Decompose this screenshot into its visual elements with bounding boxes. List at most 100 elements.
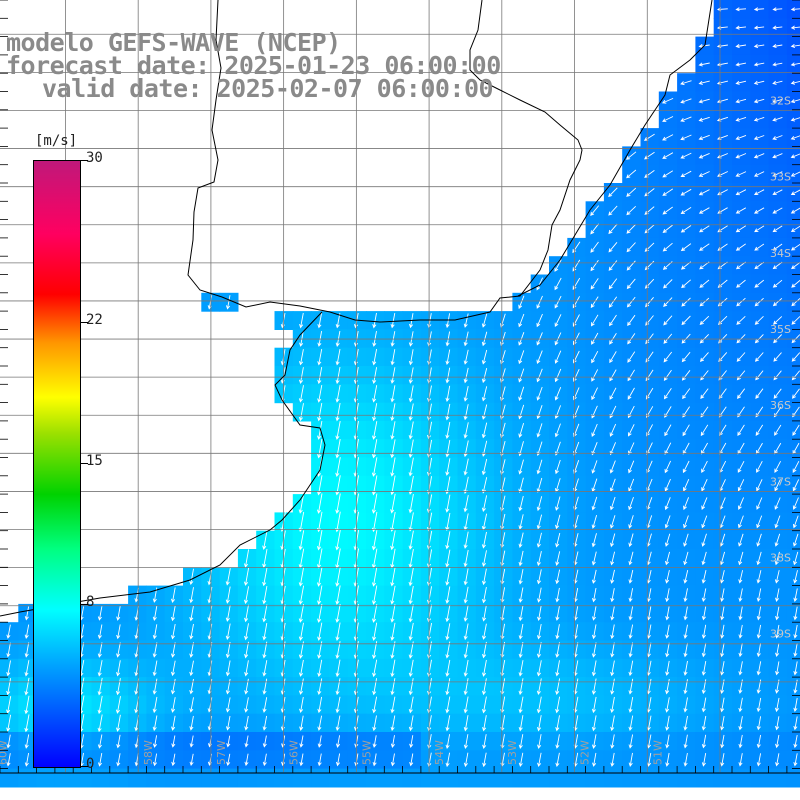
wind-cell [786,292,800,312]
wind-arrow [683,624,688,639]
wind-arrow [152,715,158,732]
wind-arrow [371,421,378,440]
wind-arrow [628,551,634,566]
wind-arrow [317,735,322,748]
wind-arrow [792,479,800,492]
wind-arrow [554,368,562,383]
wind-arrow [445,494,451,513]
wind-arrow [481,587,487,604]
wind-arrow [662,134,674,141]
wind-cell [786,658,800,678]
wind-arrow [736,352,746,362]
wind-arrow [518,295,525,310]
wind-arrow [609,332,617,345]
wind-cell [18,768,38,788]
wind-arrow [518,514,524,530]
wind-arrow [390,403,396,422]
wind-arrow [699,243,710,251]
wind-arrow [665,678,670,695]
wind-arrow [170,605,176,622]
wind-arrow [518,569,524,585]
wind-arrow [555,696,561,714]
wind-arrow [610,642,615,658]
wind-arrow [317,439,323,459]
wind-cell [347,768,367,788]
wind-arrow [680,225,692,233]
wind-arrow [335,530,341,551]
wind-arrow [518,660,524,677]
wind-arrow [262,623,268,641]
wind-arrow [189,623,194,640]
wind-arrow [189,753,194,767]
wind-cell [567,768,587,788]
wind-cell [786,768,800,788]
wind-arrow [353,659,359,678]
wind-arrow [756,533,762,547]
wind-arrow [662,152,674,159]
wind-arrow [445,715,451,732]
wind-arrow [244,641,249,659]
wind-arrow [682,442,690,455]
wind-arrow [627,424,635,437]
wind-arrow [753,116,765,122]
wind-arrow [317,349,323,366]
wind-arrow [682,388,691,400]
wind-arrow [590,296,599,309]
wind-arrow [536,459,543,475]
wind-arrow [116,660,121,677]
wind-arrow [152,624,158,640]
wind-arrow [243,549,250,568]
wind-cell [786,549,800,568]
wind-arrow [792,533,799,547]
valid-date: valid date: 2025-02-07 06:00:00 [42,74,494,103]
wind-arrow [609,369,617,382]
wind-arrow [628,734,634,749]
colorbar-tick-mark [80,463,88,464]
wind-arrow [390,604,396,623]
wind-arrow [555,660,560,677]
wind-arrow [463,495,469,513]
wind-arrow [390,457,396,477]
wind-arrow [610,551,616,566]
wind-arrow [701,479,708,492]
wind-arrow [463,752,469,768]
wind-arrow [720,606,725,621]
wind-arrow [335,385,341,403]
wind-arrow [735,189,747,196]
wind-arrow [736,279,746,288]
wind-arrow [591,533,597,548]
wind-arrow [754,243,765,251]
wind-arrow [735,98,747,104]
wind-arrow [699,225,710,233]
wind-arrow [152,753,158,767]
wind-arrow [262,697,268,713]
wind-arrow [661,97,674,104]
wind-arrow [536,551,542,567]
wind-arrow [536,496,543,512]
wind-arrow [701,588,707,603]
wind-cell [164,768,184,788]
wind-arrow [591,715,597,732]
wind-arrow [390,349,396,366]
wind-arrow [590,259,599,272]
wind-arrow [371,604,378,623]
wind-arrow [97,734,103,749]
wind-arrow [610,752,615,767]
wind-arrow [262,604,268,623]
wind-arrow [753,80,765,85]
wind-arrow [24,642,30,658]
wind-arrow [335,566,341,587]
wind-arrow [626,205,637,216]
wind-arrow [701,697,707,713]
wind-arrow [646,424,653,437]
wind-cell [786,530,800,550]
wind-arrow [626,187,637,197]
wind-arrow [371,585,378,605]
wind-arrow [738,606,743,621]
wind-arrow [390,421,396,440]
wind-cell [786,585,800,605]
wind-arrow [536,405,543,420]
wind-arrow [683,715,688,731]
wind-arrow [226,753,231,767]
wind-cell [311,768,330,788]
